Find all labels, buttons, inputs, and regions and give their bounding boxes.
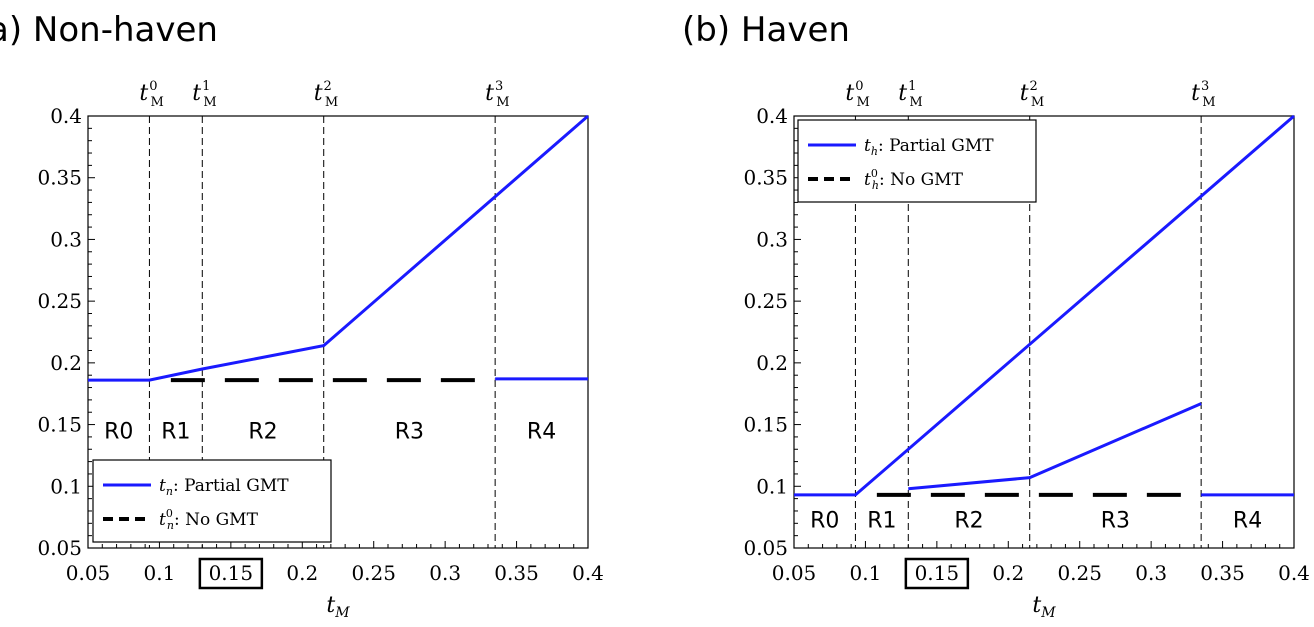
threshold-label: t0 M (845, 79, 869, 110)
y-tick-label: 0.3 (50, 227, 82, 251)
x-tick-label: 0.15 (209, 561, 254, 585)
chart-a: 0.05 0.1 0.15 0.2 0.25 0.3 0.35 0.4 0.05 0.1 0.15 0… (37, 79, 604, 621)
x-tick-label: 0.35 (1200, 561, 1245, 585)
threshold-label: t3 M (485, 79, 509, 110)
x-tick-label: 0.2 (286, 561, 318, 585)
x-tick-label: 0.1 (144, 561, 176, 585)
plot-frame (87, 115, 589, 549)
threshold-label: t1 M (898, 79, 922, 110)
threshold-label: t2 M (1020, 79, 1044, 110)
region-label: R2 (954, 509, 983, 534)
x-axis-label: tM (326, 593, 350, 621)
boxed-tick-highlight (904, 557, 970, 590)
threshold-label: t0 M (139, 79, 163, 110)
x-tick-label: 0.1 (850, 561, 882, 585)
x-tick-label: 0.4 (572, 561, 604, 585)
y-tick-label: 0.1 (50, 474, 82, 498)
threshold-label: t2 M (314, 79, 338, 110)
x-tick-label: 0.05 (66, 561, 111, 585)
region-label: R3 (395, 420, 424, 445)
legend-label: t0 n: No GMT (159, 507, 259, 532)
y-tick-label: 0.25 (37, 289, 82, 313)
x-tick-label: 0.25 (351, 561, 396, 585)
y-tick-label: 0.05 (743, 536, 788, 560)
legend-label: th: Partial GMT (864, 136, 994, 158)
partial-gmt-line (908, 402, 1202, 491)
x-tick-label: 0.4 (1278, 561, 1310, 585)
panel-a-title: a) Non-haven (0, 10, 218, 50)
legend-box (92, 459, 332, 543)
chart-b: 0.05 0.1 0.15 0.2 0.25 0.3 0.35 0.4 0.05 0.1 0.15 0… (743, 79, 1310, 621)
partial-gmt-line (88, 114, 589, 382)
region-label: R4 (527, 420, 556, 445)
x-tick-label: 0.35 (494, 561, 539, 585)
region-label: R1 (161, 420, 190, 445)
y-tick-label: 0.4 (50, 104, 82, 128)
y-tick-label: 0.15 (743, 413, 788, 437)
region-label: R2 (248, 420, 277, 445)
y-tick-label: 0.15 (37, 413, 82, 437)
legend-label: t0 h: No GMT (864, 167, 964, 192)
plot-frame (793, 115, 1295, 549)
y-tick-label: 0.1 (756, 474, 788, 498)
y-tick-label: 0.25 (743, 289, 788, 313)
partial-gmt-line (794, 114, 1295, 497)
x-tick-label: 0.3 (1135, 561, 1167, 585)
legend-box (797, 119, 1037, 203)
threshold-label: t1 M (192, 79, 216, 110)
y-tick-label: 0.35 (37, 166, 82, 190)
x-tick-label: 0.05 (772, 561, 817, 585)
threshold-label: t3 M (1191, 79, 1215, 110)
x-tick-label: 0.25 (1057, 561, 1102, 585)
legend-label: tn: Partial GMT (159, 476, 289, 498)
y-tick-label: 0.4 (756, 104, 788, 128)
region-label: R3 (1101, 509, 1130, 534)
y-tick-label: 0.35 (743, 166, 788, 190)
boxed-tick-highlight (198, 557, 264, 590)
region-label: R1 (867, 509, 896, 534)
x-tick-label: 0.15 (915, 561, 960, 585)
panel-b-title: (b) Haven (682, 10, 850, 50)
region-label: R4 (1233, 509, 1262, 534)
y-tick-label: 0.2 (756, 351, 788, 375)
x-tick-label: 0.3 (429, 561, 461, 585)
y-tick-label: 0.2 (50, 351, 82, 375)
x-tick-label: 0.2 (992, 561, 1024, 585)
y-tick-label: 0.05 (37, 536, 82, 560)
x-axis-label: tM (1032, 593, 1056, 621)
region-label: R0 (810, 509, 839, 534)
y-tick-label: 0.3 (756, 227, 788, 251)
region-label: R0 (104, 420, 133, 445)
